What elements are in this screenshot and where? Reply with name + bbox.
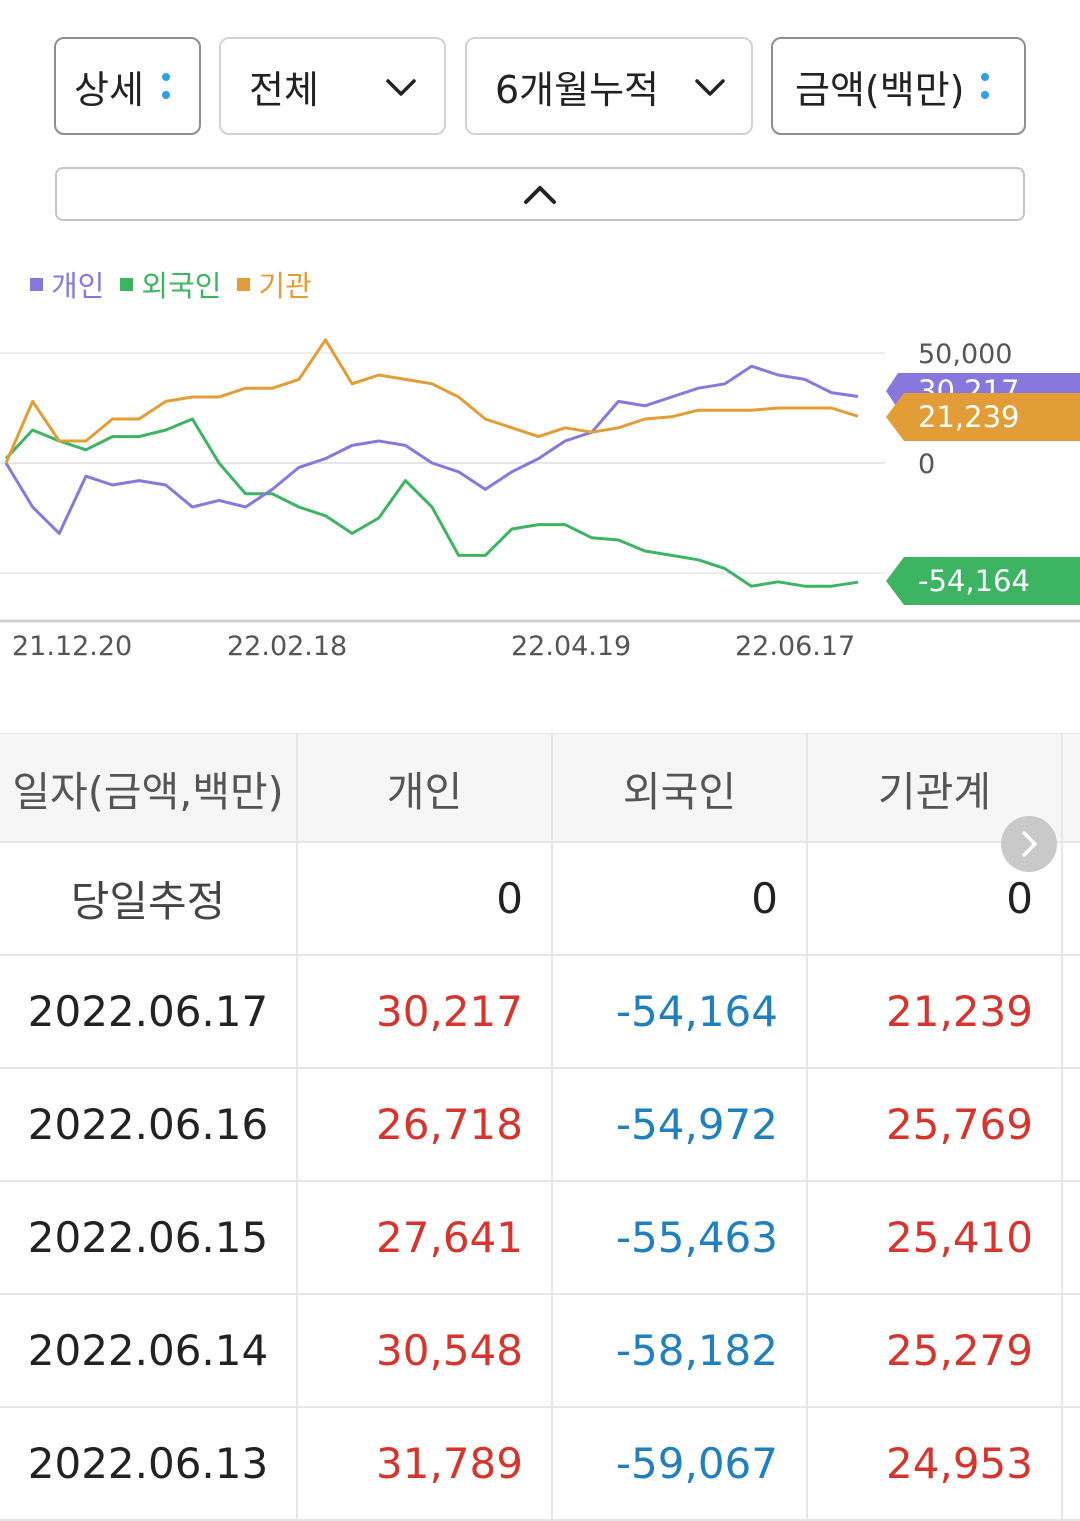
chevron-right-icon — [1022, 831, 1037, 857]
column-header-foreign: 외국인 — [553, 734, 808, 841]
row-filler — [1063, 1182, 1080, 1293]
vertical-dots-icon — [980, 73, 989, 99]
column-header-institution: 기관계 — [808, 734, 1063, 841]
row-institution-value: 21,239 — [808, 956, 1063, 1067]
legend-item-foreign[interactable]: 외국인 — [120, 263, 221, 305]
y-tick-label: 50,000 — [918, 339, 1012, 370]
row-foreign-value: -55,463 — [553, 1182, 808, 1293]
row-individual-value: 27,641 — [298, 1182, 553, 1293]
table-row[interactable]: 2022.06.15 27,641 -55,463 25,410 — [0, 1182, 1080, 1295]
row-foreign-value: -54,164 — [553, 956, 808, 1067]
column-header-individual: 개인 — [298, 734, 553, 841]
y-tick-label: 0 — [918, 449, 935, 480]
legend-item-institution[interactable]: 기관 — [237, 263, 312, 305]
row-institution-value: 0 — [808, 843, 1063, 954]
value-tag-institution: 21,239 — [886, 393, 1080, 441]
row-filler — [1063, 956, 1080, 1067]
legend-label: 개인 — [51, 269, 105, 303]
row-individual-value: 30,217 — [298, 956, 553, 1067]
row-filler — [1063, 843, 1080, 954]
investor-trend-chart[interactable]: 50,000 0 30,217 21,239 -54,164 21.12.20 … — [0, 315, 1080, 675]
row-date: 2022.06.17 — [0, 956, 298, 1067]
period-dropdown[interactable]: 6개월누적 — [465, 37, 753, 135]
collapse-filters-button[interactable] — [55, 167, 1025, 221]
table-row[interactable]: 당일추정 0 0 0 — [0, 843, 1080, 956]
scope-dropdown[interactable]: 전체 — [219, 37, 446, 135]
value-tag-foreign: -54,164 — [886, 557, 1080, 605]
column-header-date: 일자(금액,백만) — [0, 734, 298, 841]
series-line-institution — [4, 338, 859, 464]
legend-swatch — [30, 277, 43, 291]
table-row[interactable]: 2022.06.17 30,217 -54,164 21,239 — [0, 956, 1080, 1069]
x-tick-label: 22.04.19 — [511, 631, 631, 662]
value-tag-label: 21,239 — [918, 400, 1019, 434]
view-mode-label: 상세 — [74, 67, 144, 112]
legend-swatch — [237, 277, 251, 291]
series-line-foreign — [4, 417, 859, 588]
row-foreign-value: -54,972 — [553, 1069, 808, 1180]
row-filler — [1063, 1408, 1080, 1519]
investor-trade-table: 일자(금액,백만) 개인 외국인 기관계 당일추정 0 0 0 2022.06.… — [0, 733, 1080, 1521]
filter-bar: 상세 전체 6개월누적 금액(백만) — [0, 0, 1080, 240]
x-tick-label: 21.12.20 — [12, 631, 132, 662]
table-row[interactable]: 2022.06.13 31,789 -59,067 24,953 — [0, 1408, 1080, 1521]
series-line-individual — [4, 364, 859, 535]
legend-label: 기관 — [258, 269, 312, 303]
chart-legend: 개인 외국인 기관 — [30, 264, 328, 304]
row-individual-value: 31,789 — [298, 1408, 553, 1519]
row-date: 당일추정 — [0, 843, 298, 954]
view-mode-select[interactable]: 상세 — [54, 37, 201, 135]
vertical-dots-icon — [161, 73, 170, 99]
table-row[interactable]: 2022.06.14 30,548 -58,182 25,279 — [0, 1295, 1080, 1408]
row-date: 2022.06.16 — [0, 1069, 298, 1180]
row-date: 2022.06.14 — [0, 1295, 298, 1406]
row-institution-value: 24,953 — [808, 1408, 1063, 1519]
row-filler — [1063, 1069, 1080, 1180]
chevron-down-icon — [386, 79, 416, 96]
period-label: 6개월누적 — [495, 67, 660, 112]
table-scroll-right-button[interactable] — [1001, 816, 1057, 872]
row-institution-value: 25,279 — [808, 1295, 1063, 1406]
row-foreign-value: -58,182 — [553, 1295, 808, 1406]
x-tick-label: 22.06.17 — [735, 631, 855, 662]
row-date: 2022.06.15 — [0, 1182, 298, 1293]
row-date: 2022.06.13 — [0, 1408, 298, 1519]
x-tick-label: 22.02.18 — [227, 631, 347, 662]
row-individual-value: 0 — [298, 843, 553, 954]
row-foreign-value: -59,067 — [553, 1408, 808, 1519]
row-foreign-value: 0 — [553, 843, 808, 954]
legend-item-individual[interactable]: 개인 — [30, 263, 104, 305]
value-tag-label: -54,164 — [918, 564, 1030, 598]
row-institution-value: 25,769 — [808, 1069, 1063, 1180]
chevron-down-icon — [695, 79, 725, 96]
legend-label: 외국인 — [141, 269, 222, 303]
unit-select[interactable]: 금액(백만) — [771, 37, 1026, 135]
row-institution-value: 25,410 — [808, 1182, 1063, 1293]
table-header-row: 일자(금액,백만) 개인 외국인 기관계 — [0, 733, 1080, 843]
row-individual-value: 30,548 — [298, 1295, 553, 1406]
table-row[interactable]: 2022.06.16 26,718 -54,972 25,769 — [0, 1069, 1080, 1182]
unit-label: 금액(백만) — [795, 67, 965, 112]
row-filler — [1063, 1295, 1080, 1406]
chevron-up-icon — [524, 186, 556, 204]
scope-label: 전체 — [249, 67, 319, 112]
row-individual-value: 26,718 — [298, 1069, 553, 1180]
legend-swatch — [120, 277, 134, 291]
column-header-more — [1063, 734, 1080, 841]
